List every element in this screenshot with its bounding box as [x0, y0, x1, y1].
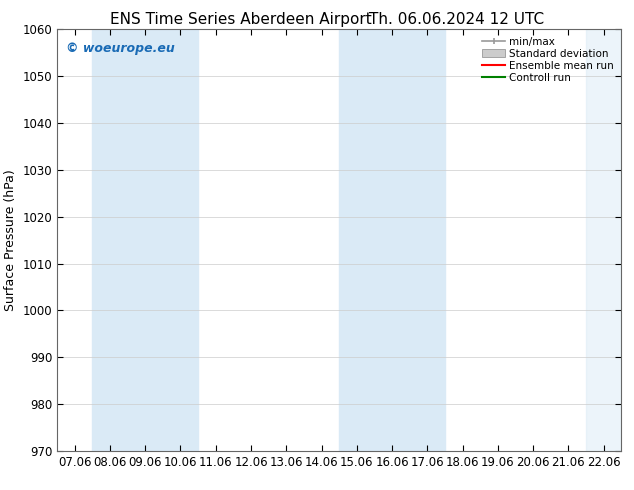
- Text: Th. 06.06.2024 12 UTC: Th. 06.06.2024 12 UTC: [369, 12, 544, 27]
- Bar: [586, 29, 621, 451]
- Y-axis label: Surface Pressure (hPa): Surface Pressure (hPa): [4, 169, 17, 311]
- Legend: min/max, Standard deviation, Ensemble mean run, Controll run: min/max, Standard deviation, Ensemble me…: [480, 35, 616, 85]
- Bar: [339, 29, 445, 451]
- Text: © woeurope.eu: © woeurope.eu: [65, 42, 174, 55]
- Bar: [93, 29, 198, 451]
- Text: ENS Time Series Aberdeen Airport: ENS Time Series Aberdeen Airport: [110, 12, 372, 27]
